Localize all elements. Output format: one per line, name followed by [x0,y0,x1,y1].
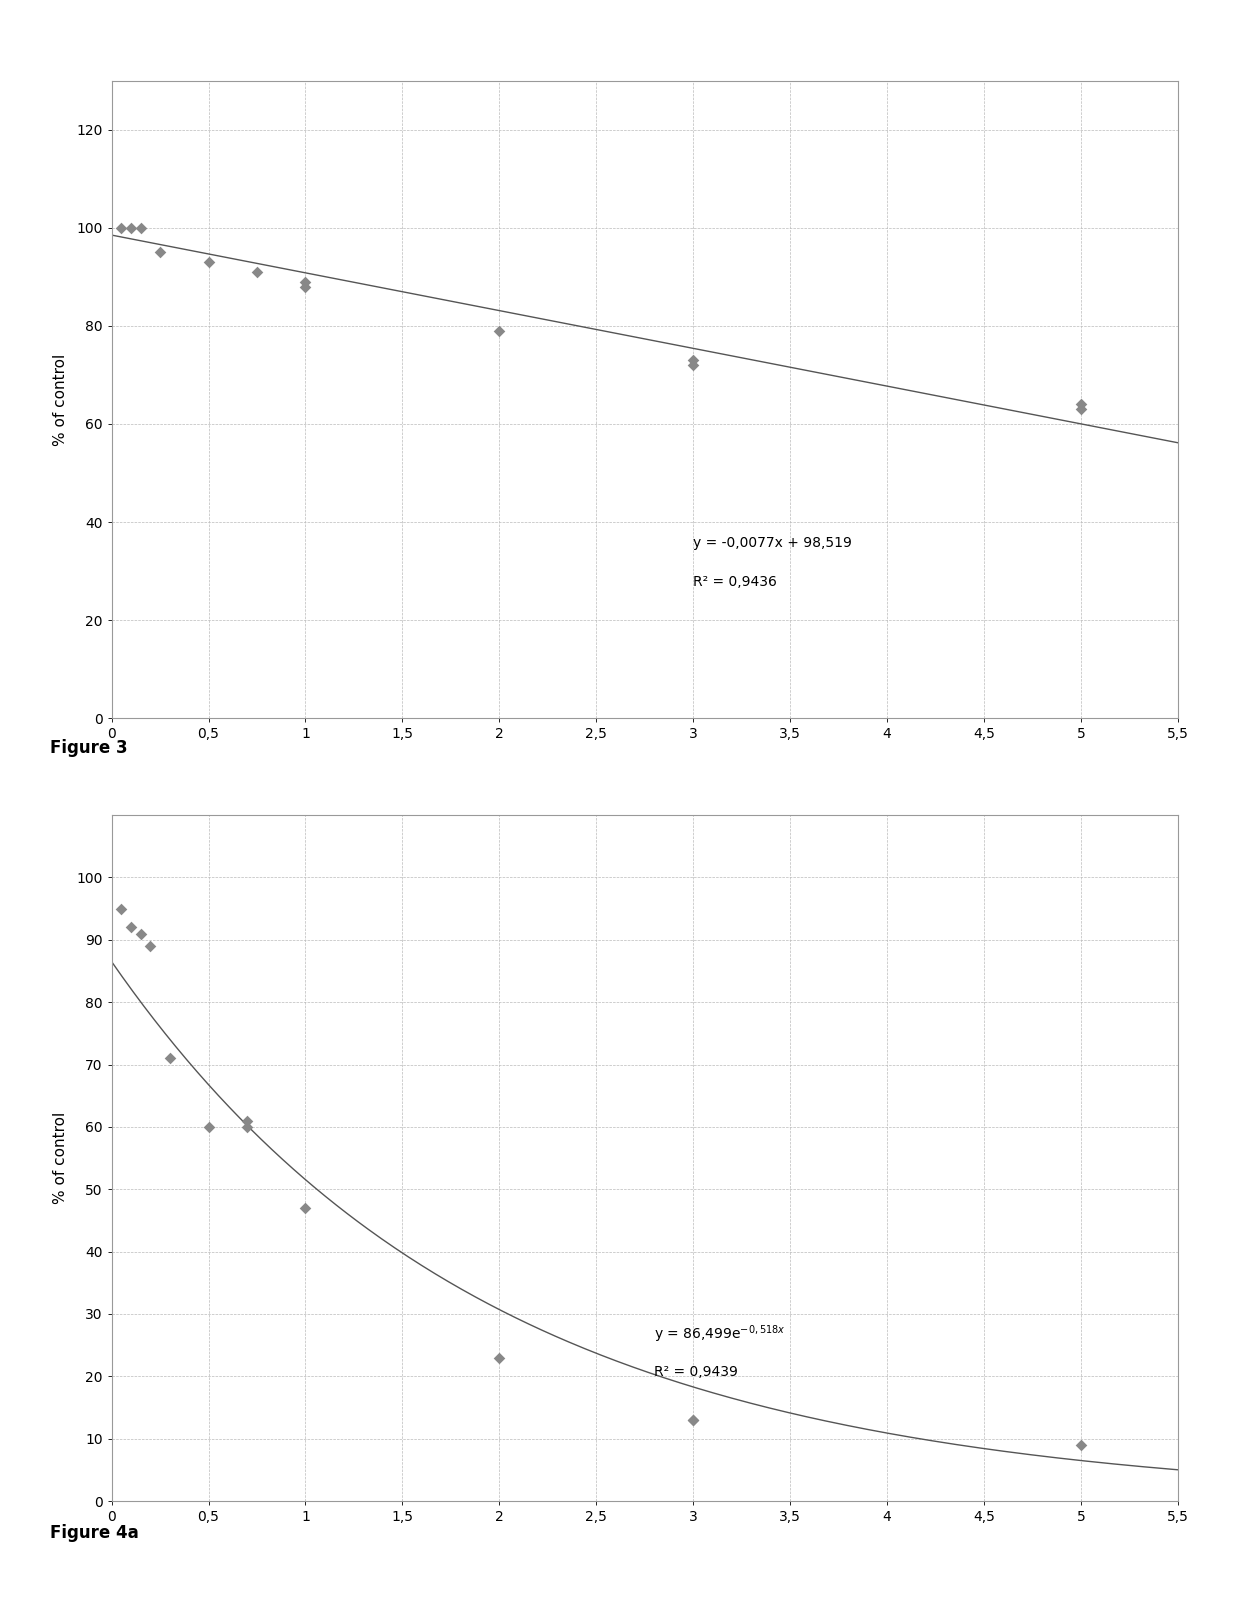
Point [160,1046,180,1072]
Point [237,1107,257,1133]
Text: Figure 3: Figure 3 [50,739,128,757]
Point [122,915,141,941]
Point [683,347,703,373]
Point [140,933,160,959]
Point [1071,392,1091,418]
Text: R² = 0,9439: R² = 0,9439 [655,1365,738,1380]
Point [295,270,315,295]
Point [295,1194,315,1220]
Point [683,352,703,378]
Y-axis label: % of control: % of control [53,1112,68,1204]
Point [490,1344,510,1370]
Point [237,1114,257,1139]
Point [130,920,150,946]
Point [683,1407,703,1433]
Text: Figure 4a: Figure 4a [50,1524,139,1541]
Point [1071,397,1091,423]
Point [112,896,131,922]
Point [490,318,510,344]
Point [150,239,170,265]
Point [1071,1432,1091,1457]
Text: y = -0,0077x + 98,519: y = -0,0077x + 98,519 [693,536,852,550]
Point [683,1407,703,1433]
Text: R² = 0,9436: R² = 0,9436 [693,575,777,589]
Point [122,215,141,240]
Text: y = 86,499e$^{-0,518x}$: y = 86,499e$^{-0,518x}$ [655,1323,786,1344]
Y-axis label: % of control: % of control [53,353,68,445]
Point [247,258,267,284]
Point [130,215,150,240]
Point [295,274,315,300]
Point [112,215,131,240]
Point [198,249,218,274]
Point [198,1114,218,1139]
